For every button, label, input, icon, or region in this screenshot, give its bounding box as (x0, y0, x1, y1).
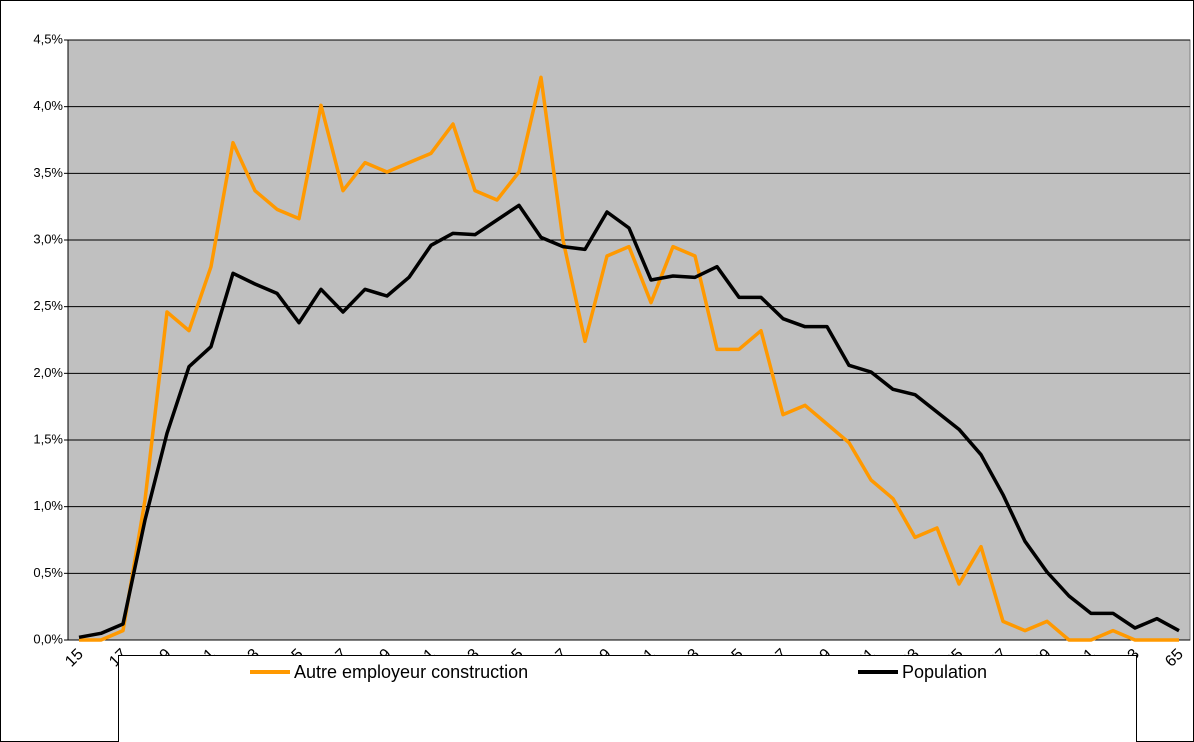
y-tick-label: 1,0% (33, 498, 63, 513)
y-tick-label: 4,5% (33, 31, 63, 46)
y-tick-label: 3,5% (33, 165, 63, 180)
series-line (79, 75, 1179, 642)
y-tick-label: 1,5% (33, 431, 63, 446)
legend-box (118, 655, 1137, 742)
plot-area (67, 39, 1191, 641)
y-tick-label: 0,5% (33, 565, 63, 580)
legend-label: Autre employeur construction (294, 662, 528, 682)
y-tick-label: 3,0% (33, 231, 63, 246)
legend-label: Population (902, 662, 987, 682)
series-line (78, 203, 1180, 640)
y-tick-label: 4,0% (33, 98, 63, 113)
y-tick-label: 0,0% (33, 631, 63, 646)
y-tick-label: 2,5% (33, 298, 63, 313)
y-tick-label: 2,0% (33, 365, 63, 380)
